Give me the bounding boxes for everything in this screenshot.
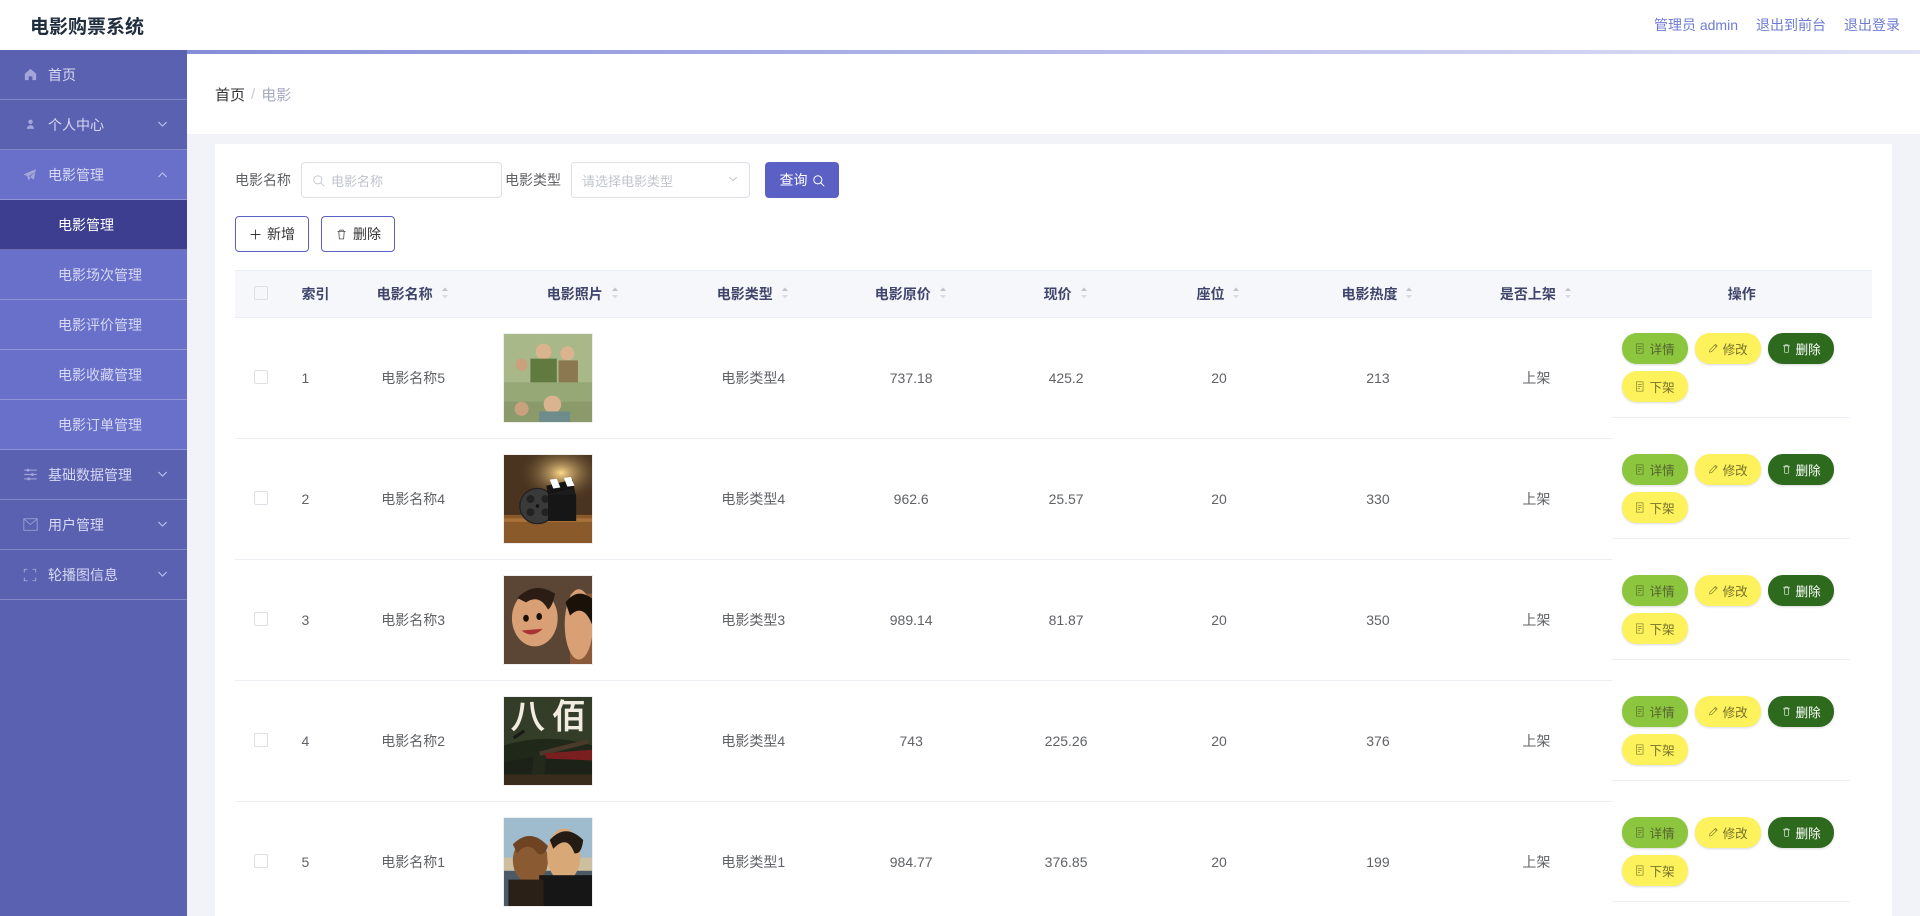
svg-text:八: 八 (511, 699, 545, 736)
svg-text:佰: 佰 (553, 699, 586, 736)
